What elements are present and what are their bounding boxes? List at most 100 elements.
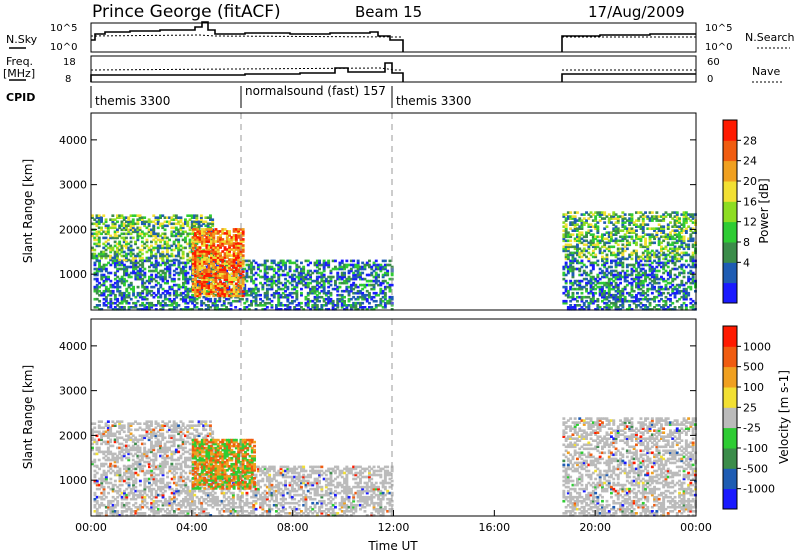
range-cell <box>127 230 131 234</box>
range-cell <box>188 299 192 303</box>
range-cell <box>338 263 342 267</box>
range-cell <box>580 241 584 245</box>
range-cell <box>585 231 588 234</box>
range-cell <box>138 295 142 299</box>
range-cell <box>288 281 292 285</box>
range-cell <box>673 287 677 291</box>
range-cell <box>265 265 269 269</box>
range-cell <box>116 267 120 271</box>
range-cell <box>664 257 668 261</box>
range-cell <box>95 483 99 487</box>
range-cell <box>680 271 684 275</box>
range-cell <box>152 501 156 505</box>
range-cell <box>616 239 620 243</box>
range-cell <box>623 227 627 230</box>
range-cell <box>275 306 278 309</box>
range-cell <box>195 226 199 230</box>
range-cell <box>143 287 147 291</box>
range-cell <box>116 308 120 311</box>
range-cell <box>232 250 236 253</box>
range-cell <box>603 301 607 305</box>
range-cell <box>127 285 131 289</box>
range-cell <box>97 214 101 217</box>
range-cell <box>635 267 638 271</box>
range-cell <box>673 293 677 297</box>
range-cell <box>125 236 128 240</box>
range-cell <box>218 297 222 301</box>
range-cell <box>107 501 110 505</box>
range-cell <box>265 291 269 295</box>
range-cell <box>644 308 647 311</box>
range-cell <box>327 281 331 285</box>
range-cell <box>591 245 595 249</box>
range-cell <box>587 247 591 251</box>
range-cell <box>591 277 595 281</box>
range-cell <box>571 261 575 265</box>
range-cell <box>212 236 216 239</box>
range-cell <box>340 297 344 301</box>
range-cell <box>684 231 688 234</box>
range-cell <box>580 279 584 283</box>
range-cell <box>93 493 97 497</box>
range-cell <box>222 301 226 305</box>
range-cell <box>281 269 285 273</box>
range-cell <box>578 267 582 271</box>
range-cell <box>564 245 568 249</box>
range-cell <box>232 290 236 294</box>
range-cell <box>104 279 108 283</box>
range-cell <box>277 275 281 279</box>
range-cell <box>616 249 620 253</box>
range-cell <box>168 271 172 275</box>
range-cell <box>334 279 337 283</box>
range-cell <box>132 291 135 295</box>
range-cell <box>152 291 156 295</box>
range-cell <box>205 274 209 277</box>
range-cell <box>372 291 376 295</box>
range-cell <box>589 239 593 243</box>
range-cell <box>230 238 234 241</box>
range-cell <box>204 297 208 301</box>
range-cell <box>220 265 224 269</box>
range-cell <box>664 304 668 307</box>
range-cell <box>154 293 158 297</box>
range-cell <box>191 503 194 507</box>
range-cell <box>213 304 217 307</box>
range-cell <box>564 299 568 303</box>
range-cell <box>669 221 672 224</box>
range-cell <box>109 501 113 505</box>
range-cell <box>188 510 192 513</box>
range-cell <box>582 217 586 220</box>
range-cell <box>184 230 187 234</box>
range-cell <box>578 255 582 259</box>
range-cell <box>614 217 618 220</box>
range-cell <box>237 246 241 249</box>
range-cell <box>219 270 222 273</box>
range-cell <box>603 281 607 285</box>
range-cell <box>621 223 625 226</box>
range-cell <box>635 281 638 285</box>
range-cell <box>687 271 691 275</box>
range-cell <box>227 301 231 305</box>
range-cell <box>219 288 222 292</box>
range-cell <box>621 304 625 307</box>
range-cell <box>569 267 573 271</box>
range-cell <box>666 227 670 230</box>
range-cell <box>207 279 210 283</box>
range-cell <box>687 279 691 283</box>
range-cell <box>120 308 124 311</box>
range-cell <box>100 512 104 515</box>
range-cell <box>148 471 151 475</box>
range-cell <box>673 229 677 232</box>
range-cell <box>93 475 97 479</box>
range-cell <box>179 293 183 297</box>
range-cell <box>614 241 618 245</box>
range-cell <box>198 280 202 283</box>
range-cell <box>691 308 695 311</box>
range-cell <box>682 297 686 301</box>
range-cell <box>123 291 126 295</box>
range-cell <box>212 278 216 281</box>
range-cell <box>295 293 299 297</box>
range-cell <box>234 278 238 281</box>
range-cell <box>95 242 99 246</box>
range-cell <box>212 272 216 275</box>
